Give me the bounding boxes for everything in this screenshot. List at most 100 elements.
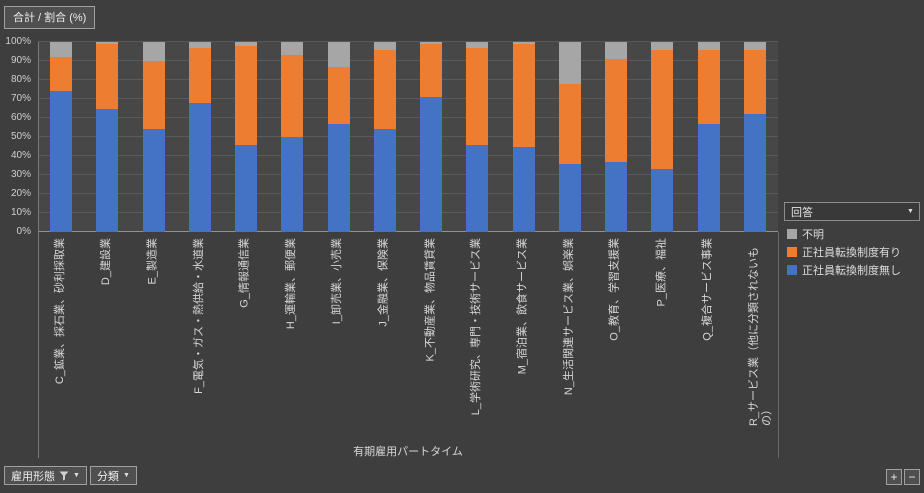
values-field-button[interactable]: 合計 / 割合 (%): [4, 6, 96, 29]
chevron-down-icon: ▼: [73, 472, 80, 479]
bar-segment-正社員転換制度有り[interactable]: [327, 66, 350, 124]
legend-swatch: [787, 265, 797, 275]
bar-segment-正社員転換制度無し[interactable]: [327, 123, 350, 232]
bar-segment-正社員転換制度無し[interactable]: [142, 129, 165, 232]
gridline: [38, 41, 778, 42]
bar-segment-正社員転換制度無し[interactable]: [743, 114, 766, 232]
legend-item: 正社員転換制度無し: [787, 261, 901, 279]
bar-segment-不明[interactable]: [142, 42, 165, 61]
bar-segment-正社員転換制度有り[interactable]: [373, 49, 396, 130]
bar-5: [235, 42, 258, 232]
bar-segment-不明[interactable]: [558, 42, 581, 84]
bar-segment-不明[interactable]: [50, 42, 73, 58]
y-tick-label: 30%: [10, 169, 31, 180]
y-tick-label: 60%: [10, 112, 31, 123]
field-button-employment-type[interactable]: 雇用形態 ▼: [4, 466, 87, 485]
bar-segment-正社員転換制度有り[interactable]: [281, 55, 304, 137]
legend-item: 正社員転換制度有り: [787, 243, 901, 261]
bar-segment-正社員転換制度無し[interactable]: [420, 97, 443, 232]
bar-segment-正社員転換制度有り[interactable]: [605, 59, 628, 162]
bar-10: [466, 42, 489, 232]
bar-6: [281, 42, 304, 232]
bar-segment-正社員転換制度無し[interactable]: [281, 137, 304, 232]
bar-segment-正社員転換制度有り[interactable]: [697, 49, 720, 124]
bar-segment-正社員転換制度無し[interactable]: [96, 108, 119, 232]
bar-16: [743, 42, 766, 232]
bar-segment-正社員転換制度無し[interactable]: [466, 144, 489, 232]
bar-7: [327, 42, 350, 232]
field-button-label: 雇用形態: [11, 470, 55, 483]
bar-segment-正社員転換制度有り[interactable]: [235, 45, 258, 145]
bar-segment-不明[interactable]: [96, 42, 119, 44]
bar-segment-不明[interactable]: [697, 42, 720, 50]
filter-funnel-icon: [59, 471, 69, 481]
legend-swatch: [787, 229, 797, 239]
gridline: [38, 193, 778, 194]
gridline: [38, 136, 778, 137]
bar-15: [697, 42, 720, 232]
plot-border-right: [778, 232, 779, 458]
chevron-down-icon: ▼: [122, 472, 130, 479]
y-tick-label: 80%: [10, 74, 31, 85]
bar-segment-不明[interactable]: [373, 42, 396, 50]
legend-field-label: 回答: [791, 206, 813, 219]
bar-segment-不明[interactable]: [420, 42, 443, 44]
legend-field-button[interactable]: 回答 ▼: [784, 202, 920, 221]
bar-segment-正社員転換制度有り[interactable]: [96, 43, 119, 109]
y-tick-label: 90%: [10, 55, 31, 66]
plot-area: [38, 41, 778, 232]
bar-segment-不明[interactable]: [327, 42, 350, 67]
bar-4: [188, 42, 211, 232]
y-tick-label: 50%: [10, 131, 31, 142]
bar-9: [420, 42, 443, 232]
bar-segment-不明[interactable]: [605, 42, 628, 60]
bar-segment-正社員転換制度無し[interactable]: [512, 146, 535, 232]
bar-segment-不明[interactable]: [512, 42, 535, 44]
bar-8: [373, 42, 396, 232]
y-tick-label: 100%: [5, 36, 31, 47]
bar-segment-正社員転換制度無し[interactable]: [651, 169, 674, 232]
bar-segment-不明[interactable]: [188, 42, 211, 48]
bar-segment-正社員転換制度有り[interactable]: [50, 57, 73, 92]
bar-segment-正社員転換制度有り[interactable]: [420, 43, 443, 98]
bar-segment-正社員転換制度無し[interactable]: [188, 102, 211, 232]
gridline: [38, 79, 778, 80]
bar-segment-正社員転換制度有り[interactable]: [142, 61, 165, 130]
bar-segment-正社員転換制度無し[interactable]: [697, 123, 720, 232]
expand-button[interactable]: +: [886, 469, 902, 485]
bar-segment-正社員転換制度無し[interactable]: [235, 144, 258, 232]
collapse-button[interactable]: −: [904, 469, 920, 485]
bar-segment-不明[interactable]: [651, 42, 674, 50]
bar-12: [558, 42, 581, 232]
bar-segment-正社員転換制度無し[interactable]: [373, 129, 396, 232]
legend-swatch: [787, 247, 797, 257]
x-axis-title: 有期雇用パートタイム: [353, 446, 463, 458]
bar-segment-正社員転換制度有り[interactable]: [188, 47, 211, 103]
bar-segment-正社員転換制度有り[interactable]: [558, 83, 581, 164]
bar-segment-正社員転換制度無し[interactable]: [50, 91, 73, 232]
chevron-down-icon: ▼: [907, 208, 914, 215]
gridline: [38, 155, 778, 156]
field-button-label: 分類: [96, 470, 119, 483]
bar-segment-不明[interactable]: [281, 42, 304, 56]
bar-segment-正社員転換制度有り[interactable]: [466, 47, 489, 145]
bar-segment-正社員転換制度有り[interactable]: [743, 49, 766, 115]
legend-label: 正社員転換制度有り: [802, 247, 901, 259]
y-axis: 0% 10% 20% 30% 40% 50% 60% 70% 80% 90% 100%: [0, 37, 34, 237]
bar-segment-正社員転換制度有り[interactable]: [512, 43, 535, 147]
bar-segment-正社員転換制度有り[interactable]: [651, 49, 674, 170]
bar-segment-正社員転換制度無し[interactable]: [605, 161, 628, 232]
y-tick-label: 0%: [16, 226, 31, 237]
bar-segment-正社員転換制度無し[interactable]: [558, 163, 581, 232]
bar-segment-不明[interactable]: [743, 42, 766, 50]
x-axis-line: [38, 231, 778, 232]
y-tick-label: 20%: [10, 188, 31, 199]
legend-entries: 不明正社員転換制度有り正社員転換制度無し: [787, 225, 901, 279]
bar-segment-不明[interactable]: [235, 42, 258, 46]
legend-item: 不明: [787, 225, 901, 243]
field-button-category[interactable]: 分類 ▼: [89, 466, 137, 485]
bar-segment-不明[interactable]: [466, 42, 489, 48]
y-tick-label: 10%: [10, 207, 31, 218]
bar-11: [512, 42, 535, 232]
